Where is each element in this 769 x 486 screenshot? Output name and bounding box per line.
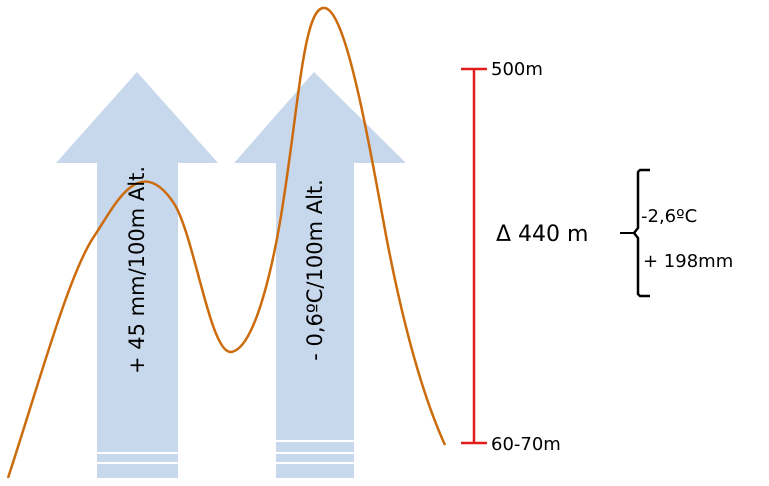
temperature-change-label: -2,6ºC <box>641 206 697 227</box>
scale-top-label: 500m <box>491 59 543 80</box>
temperature-arrow-stripe <box>276 440 354 442</box>
temperature-arrow-stripe <box>276 462 354 464</box>
precipitation-arrow-stripe <box>97 452 178 454</box>
temperature-arrow-shape <box>234 72 406 478</box>
precipitation-arrow-stripe <box>97 462 178 464</box>
temperature-gradient-label: - 0,6ºC/100m Alt. <box>303 179 327 361</box>
scale-bottom-label: 60-70m <box>491 434 561 455</box>
precipitation-change-label: + 198mm <box>643 251 733 272</box>
precipitation-gradient-label: + 45 mm/100m Alt. <box>125 166 149 374</box>
terrain-profile-line <box>6 6 447 479</box>
precipitation-arrow <box>56 72 218 478</box>
altitude-scale-bar <box>461 67 487 445</box>
precipitation-arrow-shape <box>56 72 218 478</box>
temperature-arrow-stripe <box>276 452 354 454</box>
altitude-difference-label: Δ 440 m <box>496 222 588 247</box>
temperature-arrow <box>234 72 406 478</box>
curly-brace <box>632 168 650 298</box>
